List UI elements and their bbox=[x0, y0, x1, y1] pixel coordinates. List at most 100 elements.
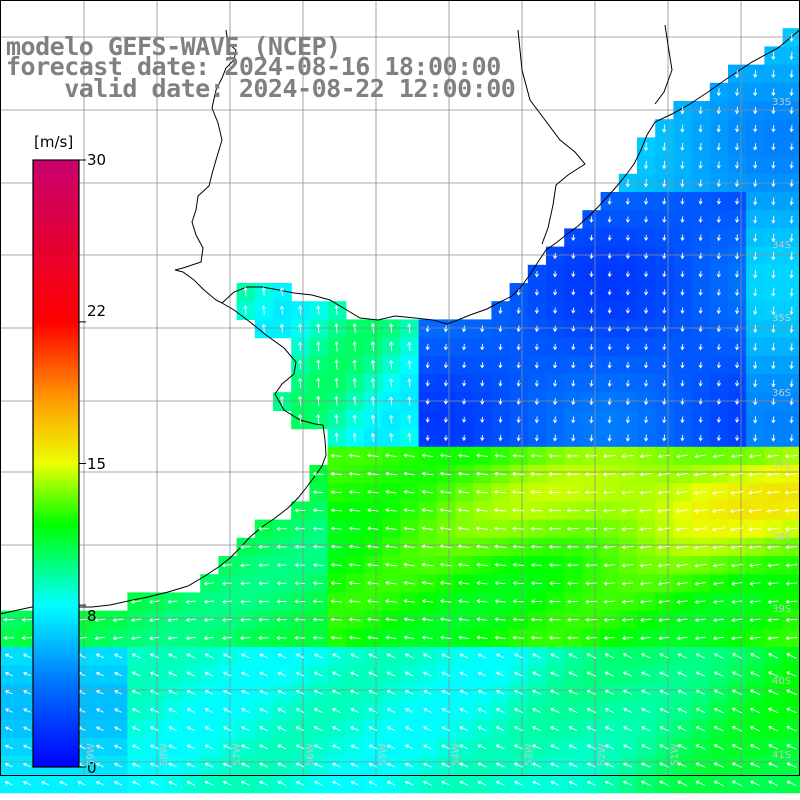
wind-arrow bbox=[753, 379, 758, 388]
wind-arrow bbox=[771, 434, 776, 442]
wind-arrow bbox=[131, 671, 141, 677]
wind-arrow bbox=[768, 744, 779, 750]
wind-arrow bbox=[480, 325, 485, 333]
wind-arrow bbox=[494, 599, 506, 604]
wind-arrow bbox=[407, 341, 412, 352]
wind-arrow bbox=[259, 671, 268, 677]
wind-arrow bbox=[185, 599, 196, 604]
wind-arrow bbox=[495, 653, 505, 659]
wind-arrow bbox=[676, 636, 688, 641]
wind-arrow bbox=[114, 726, 122, 731]
wind-arrow bbox=[495, 744, 505, 750]
wind-arrow bbox=[203, 636, 215, 641]
wind-arrow bbox=[516, 416, 521, 424]
wind-arrow bbox=[222, 780, 232, 786]
wind-arrow bbox=[276, 563, 287, 568]
wind-arrow bbox=[662, 361, 667, 369]
wind-arrow bbox=[514, 671, 523, 677]
wind-arrow bbox=[585, 581, 598, 586]
wind-arrow bbox=[730, 490, 744, 495]
wind-arrow bbox=[495, 707, 505, 714]
wind-arrow bbox=[749, 725, 761, 732]
wind-arrow bbox=[753, 343, 758, 352]
wind-arrow bbox=[439, 562, 452, 567]
wind-arrow bbox=[662, 434, 667, 442]
wind-arrow bbox=[662, 234, 667, 242]
wind-arrow bbox=[753, 306, 758, 315]
wind-arrow bbox=[586, 689, 596, 695]
wind-arrow bbox=[698, 434, 703, 442]
wind-arrow bbox=[789, 251, 794, 261]
wind-arrow bbox=[258, 581, 269, 586]
wind-arrow bbox=[149, 707, 159, 713]
wind-arrow bbox=[677, 689, 687, 695]
wind-arrow bbox=[203, 617, 215, 623]
border-line bbox=[517, 29, 586, 245]
wind-arrow bbox=[258, 635, 269, 641]
wind-arrow bbox=[567, 581, 579, 586]
wind-arrow bbox=[23, 690, 31, 695]
wind-arrow bbox=[368, 726, 378, 732]
wind-arrow bbox=[568, 653, 578, 659]
wind-arrow bbox=[494, 544, 507, 549]
wind-arrow bbox=[767, 599, 779, 604]
wind-arrow bbox=[534, 307, 539, 314]
wind-arrow bbox=[493, 508, 507, 513]
wind-arrow bbox=[312, 581, 324, 586]
wind-arrow bbox=[4, 744, 13, 750]
wind-arrow bbox=[698, 398, 703, 405]
wind-arrow bbox=[585, 599, 598, 604]
wind-arrow bbox=[534, 343, 539, 351]
wind-arrow bbox=[716, 307, 721, 315]
wind-arrow bbox=[425, 380, 430, 387]
wind-arrow bbox=[603, 581, 616, 586]
wind-arrow bbox=[457, 489, 470, 494]
wind-arrow bbox=[294, 599, 306, 604]
wind-arrow bbox=[771, 269, 776, 279]
wind-arrow bbox=[607, 198, 612, 205]
wind-arrow bbox=[277, 780, 287, 786]
wind-arrow bbox=[676, 617, 688, 623]
wind-arrow bbox=[480, 434, 485, 442]
wind-arrow bbox=[441, 780, 451, 786]
wind-arrow bbox=[131, 689, 141, 695]
wind-arrow bbox=[313, 762, 323, 768]
wind-arrow bbox=[352, 322, 357, 334]
wind-arrow bbox=[476, 562, 488, 567]
wind-arrow bbox=[753, 251, 758, 261]
wind-arrow bbox=[568, 707, 578, 714]
wind-arrow bbox=[677, 707, 687, 714]
wind-arrow bbox=[204, 689, 214, 695]
title-model: modelo GEFS-WAVE (NCEP) bbox=[6, 32, 341, 61]
wind-arrow bbox=[441, 689, 450, 695]
wind-arrow bbox=[584, 453, 598, 459]
wind-arrow bbox=[621, 617, 634, 623]
wind-arrow bbox=[352, 359, 357, 370]
wind-arrow bbox=[495, 689, 505, 695]
wind-arrow bbox=[494, 562, 506, 567]
wind-arrow bbox=[604, 744, 614, 750]
wind-arrow bbox=[425, 435, 430, 442]
wind-arrow bbox=[550, 744, 560, 750]
wind-arrow bbox=[277, 726, 287, 732]
title-forecast-date: forecast date: 2024-08-16 18:00:00 bbox=[6, 52, 501, 81]
wind-arrow bbox=[240, 599, 251, 604]
wind-arrow bbox=[784, 526, 798, 532]
wind-arrow bbox=[771, 288, 776, 297]
wind-arrow bbox=[662, 179, 667, 188]
wind-arrow bbox=[22, 653, 32, 659]
wind-arrow bbox=[621, 526, 634, 532]
wind-arrow bbox=[698, 325, 703, 333]
wind-arrow bbox=[566, 526, 580, 531]
wind-arrow bbox=[734, 161, 740, 169]
wind-arrow bbox=[462, 398, 467, 405]
wind-arrow bbox=[330, 581, 343, 586]
wind-arrow bbox=[316, 359, 321, 370]
wind-arrow bbox=[298, 341, 303, 352]
wind-arrow bbox=[753, 397, 758, 406]
wind-arrow bbox=[511, 508, 525, 513]
wind-arrow bbox=[240, 744, 250, 750]
wind-arrow bbox=[443, 435, 448, 442]
wind-arrow bbox=[476, 635, 488, 640]
wind-arrow bbox=[748, 545, 762, 550]
